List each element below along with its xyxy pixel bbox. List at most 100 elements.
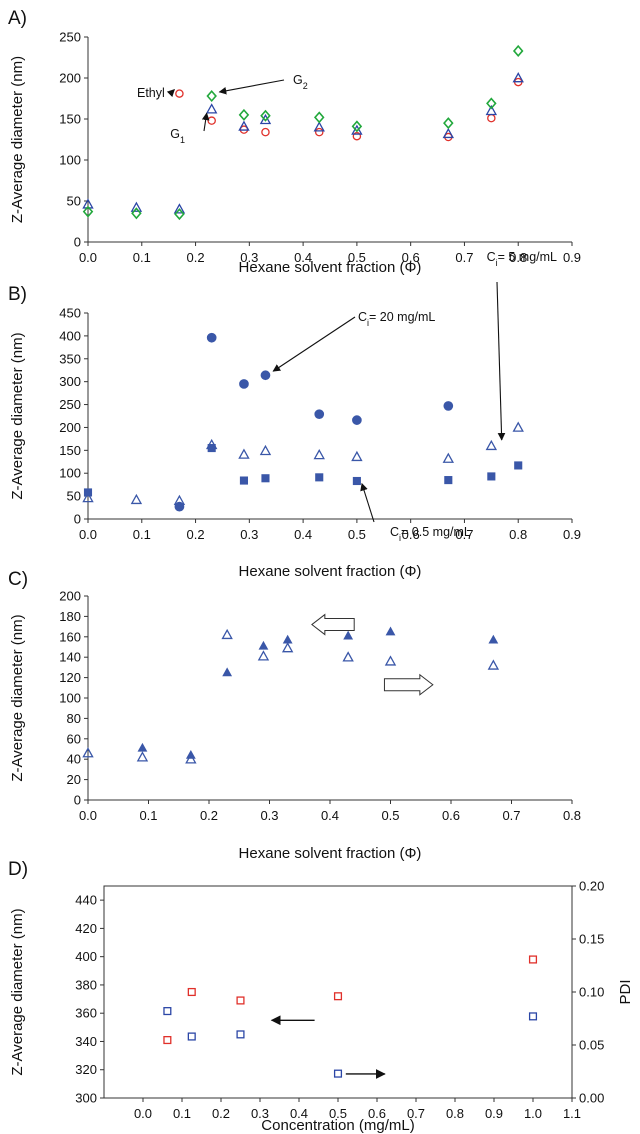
y-tick-label: 200 [59, 71, 81, 86]
x-tick-label: 0.1 [133, 250, 151, 265]
data-point [385, 626, 396, 636]
y-tick-label: 100 [59, 153, 81, 168]
data-point [131, 207, 142, 220]
data-point [351, 450, 363, 462]
data-point [352, 131, 362, 141]
data-point [206, 90, 217, 103]
x-tick-label: 0.2 [212, 1106, 230, 1121]
x-tick-label: 0.3 [240, 527, 258, 542]
data-point [236, 1030, 245, 1039]
left-axis-arrow [311, 613, 355, 636]
data-point [514, 461, 523, 470]
data-point [442, 452, 455, 463]
data-point [236, 996, 245, 1005]
data-point [443, 401, 454, 411]
x-tick-label: 0.3 [251, 1106, 269, 1121]
x-tick-label: 1.0 [524, 1106, 542, 1121]
series-2 [163, 1007, 538, 1078]
data-point [207, 443, 216, 453]
right-axis-arrow [383, 673, 434, 696]
data-point [351, 124, 363, 135]
series-1 [175, 77, 523, 142]
data-point [258, 640, 269, 650]
x-tick-label: 0.2 [187, 527, 205, 542]
x-tick-label: 0.7 [455, 527, 473, 542]
y2-tick-label: 0.15 [579, 932, 604, 947]
y2-tick-label: 0.20 [579, 879, 604, 894]
annotation-label: Ci= 20 mg/mL [358, 310, 435, 328]
data-point [333, 1069, 343, 1078]
x-tick-label: 0.8 [509, 527, 527, 542]
annotation-arrow [272, 316, 356, 372]
y-tick-label: 440 [75, 893, 97, 908]
data-point [442, 127, 455, 139]
data-point [512, 72, 524, 83]
series-2 [82, 421, 524, 506]
y-tick-label: 200 [59, 420, 81, 435]
data-point [136, 751, 149, 762]
data-point [163, 1036, 172, 1045]
data-point [175, 89, 184, 98]
annotation-arrow [201, 112, 210, 132]
annotation-label: G2 [293, 73, 308, 91]
x-tick-label: 0.9 [563, 527, 581, 542]
x-tick-label: 0.0 [79, 250, 97, 265]
panel-letter: B) [8, 284, 27, 305]
x-tick-label: 0.3 [260, 808, 278, 823]
x-tick-label: 0.1 [139, 808, 157, 823]
y2-tick-label: 0.00 [579, 1091, 604, 1106]
y-tick-label: 340 [75, 1034, 97, 1049]
annotation-arrow [166, 89, 175, 98]
annotation-arrow [496, 281, 506, 441]
y-tick-label: 50 [67, 194, 81, 209]
chart-panel-2: B) 0 50 100 150 200 250 300 350 400 450 0.0 0.1 0.2 0.… [8, 250, 581, 580]
chart-panel-3: C) 0 20 40 60 80 100 120 140 160 180 200 0.0 0.1 0.2 0.… [8, 569, 581, 862]
data-point [185, 753, 197, 764]
data-point [333, 992, 343, 1001]
y-tick-label: 0 [74, 512, 81, 527]
data-point [384, 655, 397, 666]
series-3 [82, 44, 524, 221]
data-point [221, 628, 233, 640]
x-tick-label: 0.8 [509, 250, 527, 265]
x-tick-label: 0.6 [442, 808, 460, 823]
chart-panel-1: A) 0 50 100 150 200 250 0.0 0.1 0.2 0.3 0.4 0.5 0.6 0.… [8, 8, 581, 276]
plot-frame [103, 885, 573, 1099]
y-axis-label: Z-Average diameter (nm) [9, 908, 26, 1075]
data-point [82, 205, 94, 218]
data-point [259, 113, 272, 125]
x-tick-label: 0.0 [79, 527, 97, 542]
x-tick-label: 0.9 [563, 250, 581, 265]
data-point [187, 1032, 196, 1041]
x-tick-label: 0.7 [407, 1106, 425, 1121]
x-tick-label: 0.7 [502, 808, 520, 823]
x-tick-label: 0.8 [563, 808, 581, 823]
y-tick-label: 100 [59, 466, 81, 481]
x-axis-label: Hexane solvent fraction (Φ) [239, 563, 422, 580]
data-point [487, 472, 496, 481]
data-point [528, 1012, 538, 1021]
panel-letter: A) [8, 8, 27, 29]
data-point [487, 113, 496, 123]
data-point [342, 651, 354, 662]
data-point [163, 1007, 172, 1016]
data-point [130, 201, 143, 212]
chart-panel-4: D) 300 320 340 360 380 400 420 440 0.00 0.05 0.10 0.… [8, 859, 634, 1134]
x-axis-label: Concentration (mg/mL) [261, 1117, 414, 1134]
data-point [488, 634, 499, 644]
y-tick-label: 50 [67, 489, 81, 504]
y-tick-label: 250 [59, 30, 81, 45]
data-point [512, 44, 524, 57]
x-tick-label: 0.4 [290, 1106, 308, 1121]
y-tick-label: 360 [75, 1006, 97, 1021]
x-tick-label: 1.1 [563, 1106, 581, 1121]
data-point [313, 111, 325, 124]
y-tick-label: 400 [59, 328, 81, 343]
data-point [352, 476, 361, 486]
data-point [238, 448, 250, 459]
x-tick-label: 0.1 [173, 1106, 191, 1121]
data-point [487, 659, 500, 670]
data-point [187, 987, 196, 997]
y2-tick-label: 0.10 [579, 985, 604, 1000]
data-point [260, 109, 271, 122]
